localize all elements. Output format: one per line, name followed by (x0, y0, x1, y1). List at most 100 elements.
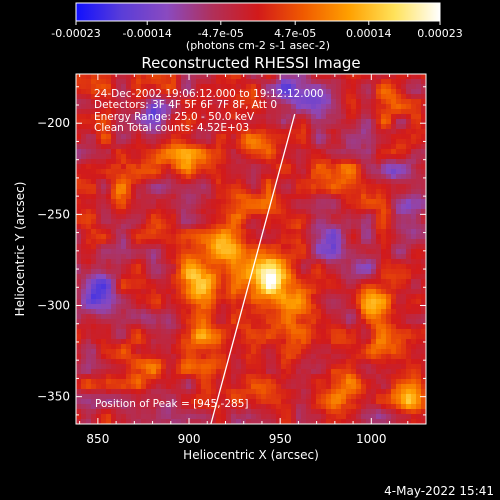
heatmap-cell (376, 344, 382, 350)
heatmap-cell (221, 189, 227, 195)
heatmap-cell (111, 194, 117, 200)
heatmap-cell (171, 379, 177, 385)
heatmap-cell (101, 394, 107, 400)
heatmap-cell (106, 419, 112, 424)
heatmap-cell (321, 124, 327, 130)
heatmap-cell (236, 149, 242, 155)
heatmap-cell (141, 94, 147, 100)
heatmap-cell (291, 94, 297, 100)
heatmap-cell (141, 254, 147, 260)
heatmap-cell (131, 349, 137, 355)
heatmap-cell (216, 339, 222, 345)
heatmap-cell (361, 159, 367, 165)
heatmap-cell (301, 344, 307, 350)
heatmap-cell (171, 324, 177, 330)
heatmap-cell (416, 314, 422, 320)
heatmap-cell (256, 269, 262, 275)
heatmap-cell (166, 204, 172, 210)
heatmap-cell (106, 294, 112, 300)
heatmap-cell (331, 134, 337, 140)
heatmap-cell (221, 344, 227, 350)
heatmap-cell (416, 299, 422, 305)
heatmap-cell (311, 244, 317, 250)
heatmap-cell (186, 129, 192, 135)
heatmap-cell (401, 409, 407, 415)
heatmap-cell (326, 404, 332, 410)
heatmap-cell (256, 209, 262, 215)
heatmap-cell (251, 169, 257, 175)
heatmap-cell (86, 319, 92, 325)
heatmap-cell (241, 234, 247, 240)
heatmap-cell (386, 284, 392, 290)
heatmap-cell (251, 144, 257, 150)
heatmap-cell (391, 159, 397, 165)
heatmap-cell (416, 74, 422, 80)
heatmap-cell (91, 349, 97, 355)
heatmap-cell (116, 404, 122, 410)
heatmap-cell (206, 144, 212, 150)
heatmap-cell (161, 219, 167, 225)
heatmap-cell (391, 144, 397, 150)
heatmap-cell (166, 179, 172, 185)
heatmap-cell (201, 379, 207, 385)
heatmap-cell (236, 219, 242, 225)
heatmap-cell (296, 259, 302, 265)
heatmap-cell (221, 414, 227, 420)
heatmap-cell (96, 329, 102, 335)
heatmap-cell (246, 149, 252, 155)
heatmap-cell (101, 229, 107, 235)
heatmap-cell (96, 109, 102, 115)
heatmap-cell (291, 294, 297, 300)
heatmap-cell (351, 384, 357, 390)
heatmap-cell (166, 344, 172, 350)
heatmap-cell (86, 89, 92, 95)
heatmap-cell (341, 289, 347, 295)
heatmap-cell (396, 229, 402, 235)
heatmap-cell (211, 134, 217, 140)
heatmap-cell (226, 134, 232, 140)
heatmap-cell (261, 74, 267, 80)
heatmap-cell (281, 219, 287, 225)
heatmap-cell (401, 179, 407, 185)
heatmap-cell (316, 84, 322, 90)
heatmap-cell (321, 244, 327, 250)
heatmap-cell (291, 164, 297, 170)
heatmap-cell (276, 234, 282, 240)
heatmap-cell (236, 369, 242, 375)
heatmap-cell (156, 394, 162, 400)
heatmap-cell (96, 264, 102, 270)
heatmap-cell (386, 224, 392, 230)
heatmap-cell (326, 379, 332, 385)
heatmap-cell (96, 169, 102, 175)
heatmap-cell (396, 184, 402, 190)
heatmap-cell (136, 249, 142, 255)
heatmap-cell (81, 244, 87, 250)
heatmap-cell (81, 219, 87, 225)
heatmap-cell (291, 204, 297, 210)
heatmap-cell (321, 219, 327, 225)
heatmap-cell (106, 119, 112, 125)
heatmap-cell (391, 104, 397, 110)
heatmap-cell (326, 259, 332, 265)
heatmap-cell (186, 279, 192, 285)
heatmap-cell (181, 104, 187, 110)
heatmap-cell (146, 274, 152, 280)
heatmap-cell (306, 369, 312, 375)
heatmap-cell (301, 169, 307, 175)
heatmap-cell (81, 159, 87, 165)
heatmap-cell (336, 149, 342, 155)
heatmap-cell (96, 259, 102, 265)
heatmap-cell (121, 234, 127, 240)
heatmap-cell (101, 209, 107, 215)
heatmap-cell (221, 349, 227, 355)
heatmap-cell (211, 194, 217, 200)
heatmap-cell (356, 199, 362, 205)
heatmap-cell (371, 79, 377, 85)
heatmap-cell (106, 384, 112, 390)
heatmap-cell (116, 329, 122, 335)
heatmap-cell (216, 219, 222, 225)
heatmap-cell (91, 289, 97, 295)
heatmap-cell (91, 174, 97, 180)
heatmap-cell (361, 179, 367, 185)
heatmap-cell (346, 314, 352, 320)
